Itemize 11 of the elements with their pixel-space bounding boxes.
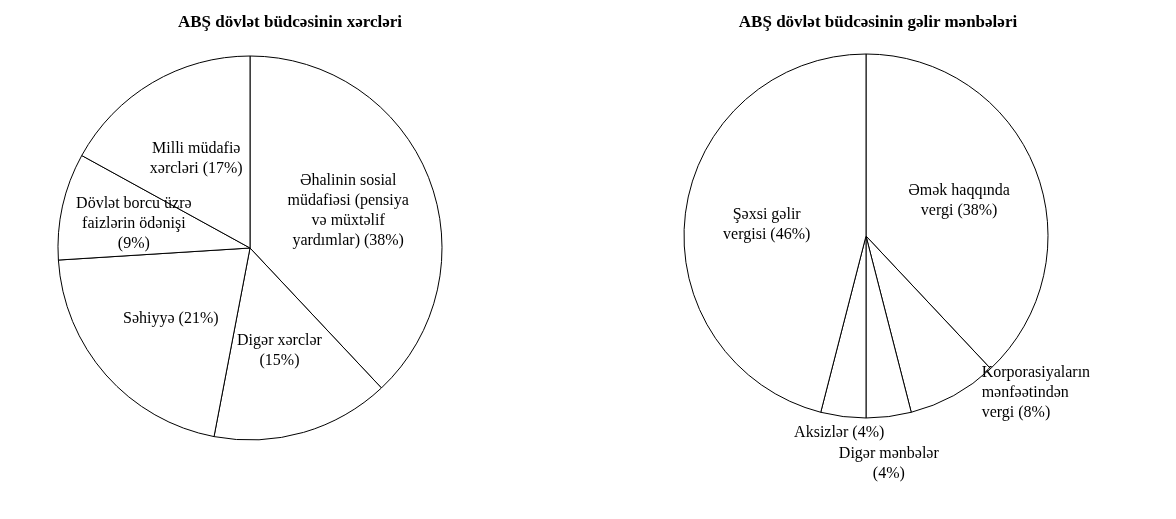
chart-title: ABŞ dövlət büdcəsinin xərcləri [178, 12, 403, 31]
slice-label: Səhiyyə (21%) [123, 309, 219, 328]
slice-label: Əmək haqqında vergi (38%) [908, 180, 1010, 219]
slice-label: Aksizlər (4%) [794, 423, 885, 442]
chart-title: ABŞ dövlət büdcəsinin gəlir mənbələri [738, 12, 1018, 31]
slice-label: Dövlət borcu üzrə faizlərin ödənişi (9%) [76, 193, 192, 252]
slice-label: Milli müdafiə xərcləri (17%) [149, 138, 243, 177]
slice-label: Şəxsi gəlir vergisi (46%) [723, 204, 811, 243]
slice-label: Digər xərclər (15%) [237, 330, 323, 369]
slice-label: Əhalinin sosial müdafiəsi (pensiya və müxtəlif yardımlar) (38%) [287, 170, 409, 249]
slice-label: Digər mənbələr (4%) [838, 444, 940, 483]
